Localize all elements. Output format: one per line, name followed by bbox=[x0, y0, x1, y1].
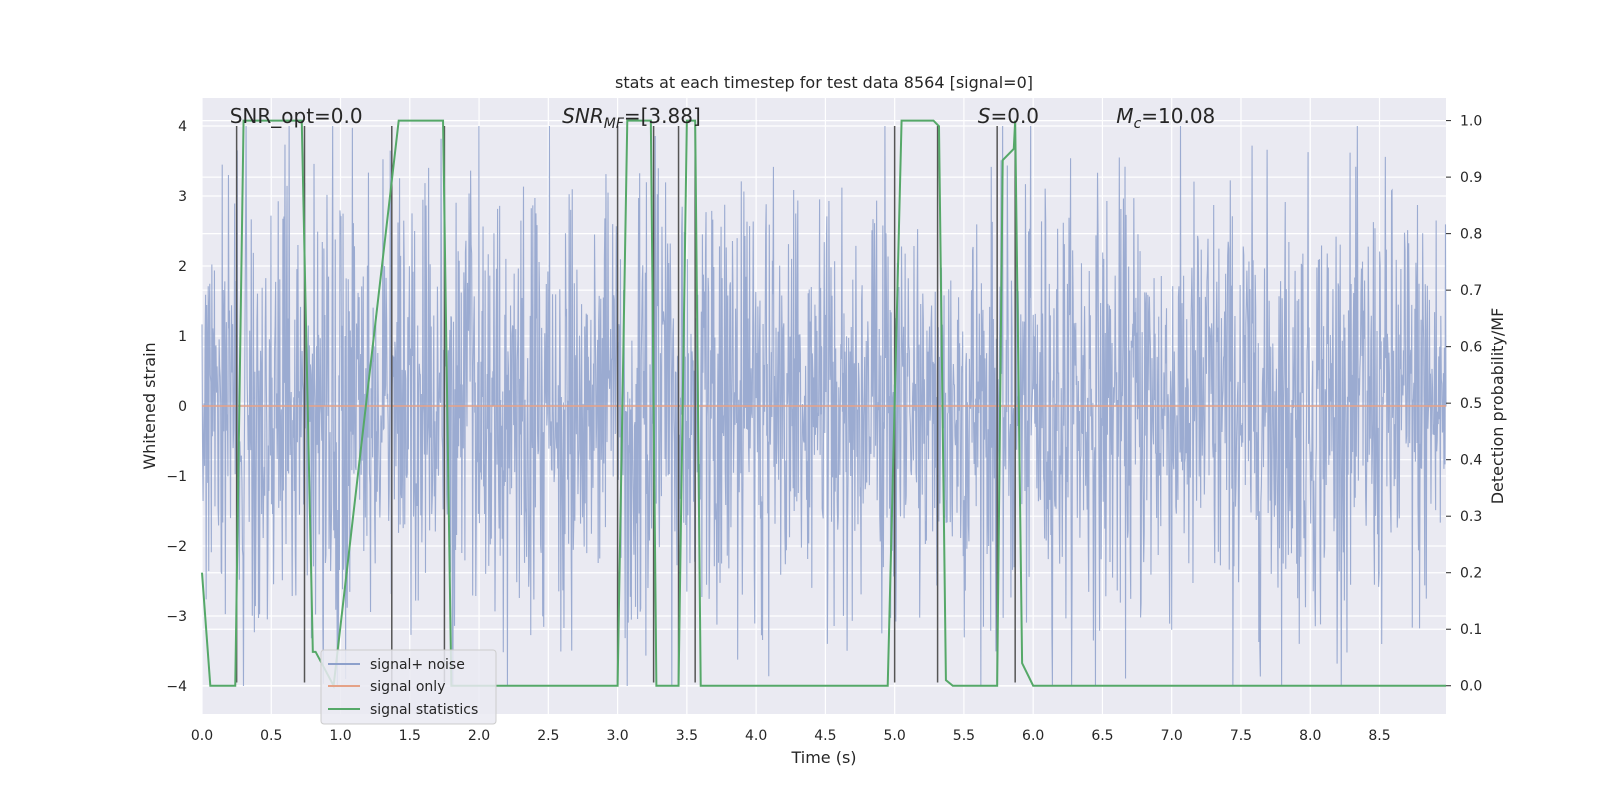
y-right-tick-label: 0.6 bbox=[1460, 340, 1482, 356]
x-tick-label: 2.5 bbox=[537, 728, 559, 744]
x-tick-label: 8.0 bbox=[1299, 728, 1321, 744]
x-axis-label: Time (s) bbox=[790, 748, 856, 767]
y-right-tick-label: 0.2 bbox=[1460, 566, 1482, 582]
legend-label-signal-statistics: signal statistics bbox=[370, 702, 478, 718]
x-tick-label: 1.5 bbox=[399, 728, 421, 744]
y-left-tick-label: 4 bbox=[178, 119, 187, 135]
y-right-tick-label: 0.8 bbox=[1460, 227, 1482, 243]
x-tick-label: 1.0 bbox=[329, 728, 351, 744]
annotation: SNRMF=[3.88] bbox=[562, 104, 701, 132]
annotation: Mc=10.08 bbox=[1116, 104, 1215, 132]
x-tick-label: 4.5 bbox=[814, 728, 836, 744]
x-tick-label: 6.0 bbox=[1022, 728, 1044, 744]
y-right-tick-label: 0.4 bbox=[1460, 453, 1482, 469]
y-right-tick-label: 0.0 bbox=[1460, 679, 1482, 695]
y-right-tick-label: 0.1 bbox=[1460, 622, 1482, 638]
x-tick-label: 3.0 bbox=[606, 728, 628, 744]
x-tick-label: 6.5 bbox=[1091, 728, 1113, 744]
y-right-tick-label: 0.7 bbox=[1460, 283, 1482, 299]
x-tick-label: 7.0 bbox=[1161, 728, 1183, 744]
legend-box bbox=[320, 649, 497, 725]
legend-label-signal-only: signal only bbox=[370, 679, 445, 695]
y-left-tick-label: 2 bbox=[178, 259, 187, 275]
x-tick-label: 0.0 bbox=[191, 728, 213, 744]
series-signal-noise bbox=[201, 125, 1447, 687]
annotation: SNR_opt=0.0 bbox=[230, 104, 363, 128]
y-left-tick-label: 3 bbox=[178, 189, 187, 205]
y-right-tick-label: 0.3 bbox=[1460, 509, 1482, 525]
x-tick-label: 4.0 bbox=[745, 728, 767, 744]
x-tick-label: 0.5 bbox=[260, 728, 282, 744]
x-tick-labels: 0.0 0.5 1.0 1.5 2.0 2.5 3.0 3.5 4.0 4.5 5.0 5.5 6.0 6… bbox=[191, 728, 1391, 744]
noise-trace bbox=[201, 125, 1447, 687]
legend-label-signal-noise: signal+ noise bbox=[370, 657, 465, 673]
x-tick-label: 8.5 bbox=[1368, 728, 1390, 744]
marker-vlines bbox=[235, 126, 1016, 683]
y-left-tick-label: −3 bbox=[166, 609, 187, 625]
x-tick-label: 5.0 bbox=[884, 728, 906, 744]
y-right-tick-label: 0.9 bbox=[1460, 170, 1482, 186]
y-left-tick-label: −4 bbox=[166, 679, 187, 695]
y-left-tick-label: −2 bbox=[166, 539, 187, 555]
y-axis-right-label: Detection probability/MF bbox=[1488, 308, 1507, 505]
legend: signal+ noise signal only signal statist… bbox=[320, 649, 497, 725]
y-left-tick-labels: −4 −3 −2 −1 0 1 2 3 4 bbox=[166, 119, 187, 695]
x-tick-label: 5.5 bbox=[953, 728, 975, 744]
annotation: S=0.0 bbox=[978, 104, 1039, 128]
annotations: SNR_opt=0.0 SNRMF=[3.88] S=0.0 Mc=10.08 bbox=[230, 104, 1216, 132]
y-axis-left-label: Whitened strain bbox=[140, 342, 159, 469]
x-tick-label: 7.5 bbox=[1230, 728, 1252, 744]
x-tick-label: 2.0 bbox=[468, 728, 490, 744]
y-left-tick-label: 1 bbox=[178, 329, 187, 345]
x-tick-label: 3.5 bbox=[676, 728, 698, 744]
y-right-tick-labels: 0.0 0.1 0.2 0.3 0.4 0.5 0.6 0.7 0.8 0.9 1.0 bbox=[1446, 114, 1482, 695]
y-left-tick-label: 0 bbox=[178, 399, 187, 415]
y-right-tick-label: 0.5 bbox=[1460, 396, 1482, 412]
y-left-tick-label: −1 bbox=[166, 469, 187, 485]
chart-title: stats at each timestep for test data 856… bbox=[615, 73, 1033, 92]
y-right-tick-label: 1.0 bbox=[1460, 114, 1482, 130]
